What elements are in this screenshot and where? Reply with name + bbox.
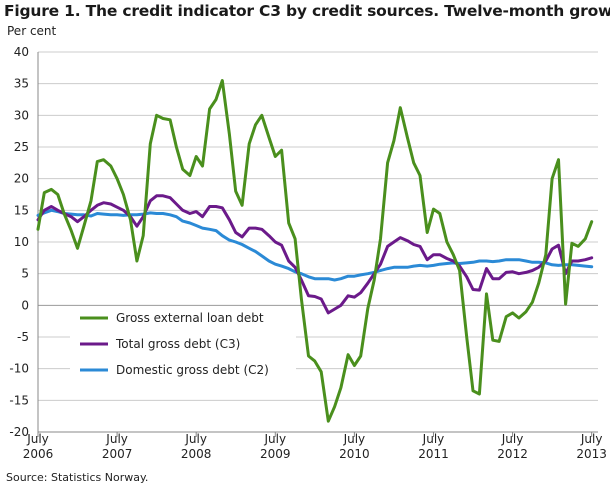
y-axis-ticks: 40 35 30 25 20 15 10 5 0 -5 -10 -15 -20 (9, 45, 29, 439)
y-tick-label: -5 (17, 330, 29, 344)
source-note: Source: Statistics Norway. (6, 471, 149, 484)
x-tick-year: 2011 (418, 447, 449, 461)
legend-label-total-c3: Total gross debt (C3) (115, 337, 240, 351)
x-tick-year: 2006 (23, 447, 54, 461)
legend-label-gross-external: Gross external loan debt (116, 311, 264, 325)
line-chart: Per cent 40 35 30 25 20 15 10 5 0 -5 -10 -15 -20 Jul… (7, 24, 607, 461)
x-axis-ticks: July2006July2007July2008July2009July2010… (23, 432, 607, 461)
legend-item-gross-external: Gross external loan debt (80, 311, 264, 325)
legend-box (70, 306, 296, 392)
y-tick-label: 15 (14, 203, 29, 217)
y-tick-label: 25 (14, 140, 29, 154)
figure-title: Figure 1. The credit indicator C3 by cre… (4, 2, 610, 20)
x-tick-year: 2007 (102, 447, 133, 461)
x-tick-month: July (422, 432, 445, 446)
y-tick-label: 5 (21, 267, 29, 281)
x-tick-month: July (343, 432, 366, 446)
series-gross-external-loan-debt (36, 79, 594, 423)
x-tick-month: July (184, 432, 207, 446)
y-tick-label: 20 (14, 172, 29, 186)
y-tick-label: -20 (9, 425, 29, 439)
series-lines (36, 79, 594, 423)
x-tick-month: July (26, 432, 49, 446)
y-tick-label: 30 (14, 108, 29, 122)
legend: Gross external loan debt Total gross deb… (70, 306, 296, 392)
x-tick-year: 2012 (497, 447, 528, 461)
series-domestic-gross-debt-c2 (36, 208, 594, 282)
x-tick-month: July (501, 432, 524, 446)
legend-label-domestic-c2: Domestic gross debt (C2) (116, 363, 269, 377)
x-tick-month: July (263, 432, 286, 446)
x-tick-month: July (580, 432, 603, 446)
x-tick-year: 2013 (576, 447, 607, 461)
x-tick-year: 2009 (260, 447, 291, 461)
x-tick-year: 2008 (181, 447, 212, 461)
y-tick-label: -10 (9, 362, 29, 376)
y-axis-label: Per cent (7, 24, 57, 38)
x-tick-month: July (105, 432, 128, 446)
x-tick-year: 2010 (339, 447, 370, 461)
y-tick-label: -15 (9, 393, 29, 407)
legend-item-domestic-c2: Domestic gross debt (C2) (80, 363, 269, 377)
grid-lines (37, 51, 598, 433)
y-tick-label: 35 (14, 77, 29, 91)
y-tick-label: 40 (14, 45, 29, 59)
y-tick-label: 10 (14, 235, 29, 249)
y-tick-label: 0 (21, 298, 29, 312)
legend-item-total-c3: Total gross debt (C3) (80, 337, 240, 351)
series-total-gross-debt-c3 (36, 194, 594, 315)
